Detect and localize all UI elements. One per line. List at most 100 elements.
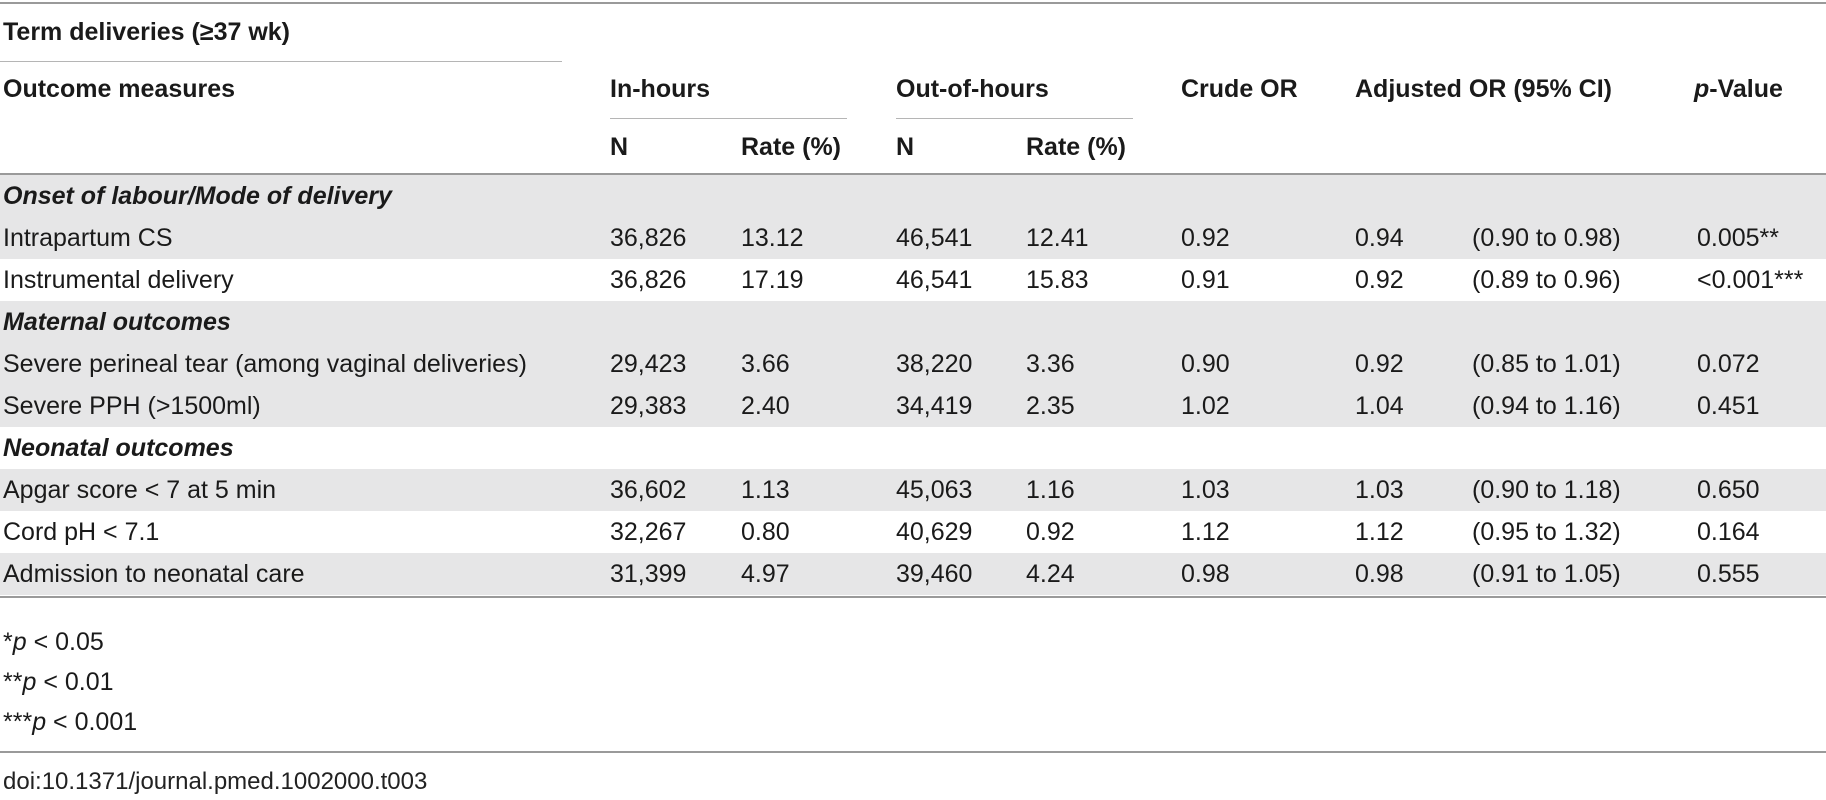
cell-p-value: 0.164 bbox=[1697, 518, 1760, 546]
cell-n-out: 34,419 bbox=[896, 392, 973, 420]
table-row: Cord pH < 7.1 32,267 0.80 40,629 0.92 1.… bbox=[0, 511, 1826, 553]
header-crude-or: Crude OR bbox=[1181, 75, 1298, 103]
cell-ci: (0.90 to 0.98) bbox=[1472, 224, 1621, 252]
cell-n-in: 32,267 bbox=[610, 518, 687, 546]
cell-n-in: 36,826 bbox=[610, 224, 687, 252]
footnote: ***p < 0.001 bbox=[3, 707, 137, 737]
cell-n-in: 31,399 bbox=[610, 560, 687, 588]
cell-crude-or: 0.92 bbox=[1181, 224, 1230, 252]
footnote: *p < 0.05 bbox=[3, 627, 104, 657]
footer-rule bbox=[0, 751, 1826, 753]
cell-n-in: 36,826 bbox=[610, 266, 687, 294]
header-p-value: p-Value bbox=[1694, 74, 1783, 104]
row-label: Intrapartum CS bbox=[3, 224, 173, 252]
section-title: Onset of labour/Mode of delivery bbox=[3, 182, 392, 210]
cell-rate-in: 13.12 bbox=[741, 224, 804, 252]
cell-n-out: 40,629 bbox=[896, 518, 973, 546]
row-label: Cord pH < 7.1 bbox=[3, 518, 160, 546]
header-rule bbox=[0, 173, 1826, 175]
cell-ci: (0.95 to 1.32) bbox=[1472, 518, 1621, 546]
top-rule bbox=[0, 2, 1826, 4]
cell-ci: (0.85 to 1.01) bbox=[1472, 350, 1621, 378]
row-label: Admission to neonatal care bbox=[3, 560, 305, 588]
cell-crude-or: 1.02 bbox=[1181, 392, 1230, 420]
cell-p-value: <0.001*** bbox=[1697, 266, 1804, 294]
table-title: Term deliveries (≥37 wk) bbox=[3, 18, 290, 46]
section-header-onset: Onset of labour/Mode of delivery bbox=[0, 175, 1826, 217]
cell-p-value: 0.650 bbox=[1697, 476, 1760, 504]
cell-ci: (0.94 to 1.16) bbox=[1472, 392, 1621, 420]
header-in-hours: In-hours bbox=[610, 75, 710, 103]
cell-rate-in: 2.40 bbox=[741, 392, 790, 420]
cell-rate-in: 17.19 bbox=[741, 266, 804, 294]
footnote-stars: *** bbox=[3, 708, 33, 736]
cell-adjusted-or: 0.92 bbox=[1355, 266, 1404, 294]
out-of-hours-underline bbox=[896, 118, 1133, 119]
cell-p-value: 0.072 bbox=[1697, 350, 1760, 378]
cell-adjusted-or: 0.94 bbox=[1355, 224, 1404, 252]
footnote-p: p bbox=[22, 668, 37, 696]
cell-rate-out: 3.36 bbox=[1026, 350, 1075, 378]
section-title: Maternal outcomes bbox=[3, 308, 231, 336]
footnote-text: < 0.05 bbox=[26, 628, 104, 656]
footnote-stars: * bbox=[3, 628, 13, 656]
section-title: Neonatal outcomes bbox=[3, 434, 234, 462]
title-underline bbox=[0, 61, 562, 62]
cell-n-out: 45,063 bbox=[896, 476, 973, 504]
cell-p-value: 0.451 bbox=[1697, 392, 1760, 420]
cell-rate-in: 0.80 bbox=[741, 518, 790, 546]
cell-adjusted-or: 0.98 bbox=[1355, 560, 1404, 588]
cell-n-in: 29,383 bbox=[610, 392, 687, 420]
footnote-stars: ** bbox=[3, 668, 23, 696]
in-hours-underline bbox=[610, 118, 847, 119]
footnote-p: p bbox=[12, 628, 27, 656]
header-outcome: Outcome measures bbox=[3, 75, 236, 103]
cell-p-value: 0.555 bbox=[1697, 560, 1760, 588]
header-rate-in: Rate (%) bbox=[741, 133, 842, 161]
row-label: Severe perineal tear (among vaginal deli… bbox=[3, 350, 527, 378]
row-label: Apgar score < 7 at 5 min bbox=[3, 476, 277, 504]
cell-n-out: 38,220 bbox=[896, 350, 973, 378]
section-header-neonatal: Neonatal outcomes bbox=[0, 427, 1826, 469]
cell-ci: (0.91 to 1.05) bbox=[1472, 560, 1621, 588]
cell-adjusted-or: 0.92 bbox=[1355, 350, 1404, 378]
cell-crude-or: 1.03 bbox=[1181, 476, 1230, 504]
cell-adjusted-or: 1.12 bbox=[1355, 518, 1404, 546]
header-n-out: N bbox=[896, 133, 915, 161]
cell-rate-in: 1.13 bbox=[741, 476, 790, 504]
cell-rate-out: 4.24 bbox=[1026, 560, 1075, 588]
footnote: **p < 0.01 bbox=[3, 667, 114, 697]
table-row: Instrumental delivery 36,826 17.19 46,54… bbox=[0, 259, 1826, 301]
cell-n-in: 29,423 bbox=[610, 350, 687, 378]
header-adjusted-or: Adjusted OR (95% CI) bbox=[1355, 75, 1612, 103]
footnote-p: p bbox=[32, 708, 47, 736]
table-row: Admission to neonatal care 31,399 4.97 3… bbox=[0, 553, 1826, 595]
cell-rate-in: 4.97 bbox=[741, 560, 790, 588]
table-row: Severe perineal tear (among vaginal deli… bbox=[0, 343, 1826, 385]
header-rate-out: Rate (%) bbox=[1026, 133, 1127, 161]
cell-n-out: 39,460 bbox=[896, 560, 973, 588]
row-label: Severe PPH (>1500ml) bbox=[3, 392, 261, 420]
header-out-of-hours: Out-of-hours bbox=[896, 75, 1049, 103]
cell-ci: (0.90 to 1.18) bbox=[1472, 476, 1621, 504]
table-row: Intrapartum CS 36,826 13.12 46,541 12.41… bbox=[0, 217, 1826, 259]
cell-ci: (0.89 to 0.96) bbox=[1472, 266, 1621, 294]
cell-n-in: 36,602 bbox=[610, 476, 687, 504]
table-row: Apgar score < 7 at 5 min 36,602 1.13 45,… bbox=[0, 469, 1826, 511]
bottom-table-rule bbox=[0, 596, 1826, 598]
cell-crude-or: 0.90 bbox=[1181, 350, 1230, 378]
cell-rate-in: 3.66 bbox=[741, 350, 790, 378]
cell-adjusted-or: 1.03 bbox=[1355, 476, 1404, 504]
section-header-maternal: Maternal outcomes bbox=[0, 301, 1826, 343]
cell-rate-out: 12.41 bbox=[1026, 224, 1089, 252]
cell-p-value: 0.005** bbox=[1697, 224, 1780, 252]
footnote-text: < 0.01 bbox=[36, 668, 114, 696]
cell-rate-out: 2.35 bbox=[1026, 392, 1075, 420]
cell-n-out: 46,541 bbox=[896, 266, 973, 294]
cell-rate-out: 15.83 bbox=[1026, 266, 1089, 294]
cell-n-out: 46,541 bbox=[896, 224, 973, 252]
cell-crude-or: 0.91 bbox=[1181, 266, 1230, 294]
header-n-in: N bbox=[610, 133, 629, 161]
table-row: Severe PPH (>1500ml) 29,383 2.40 34,419 … bbox=[0, 385, 1826, 427]
doi-link[interactable]: doi:10.1371/journal.pmed.1002000.t003 bbox=[3, 768, 428, 795]
